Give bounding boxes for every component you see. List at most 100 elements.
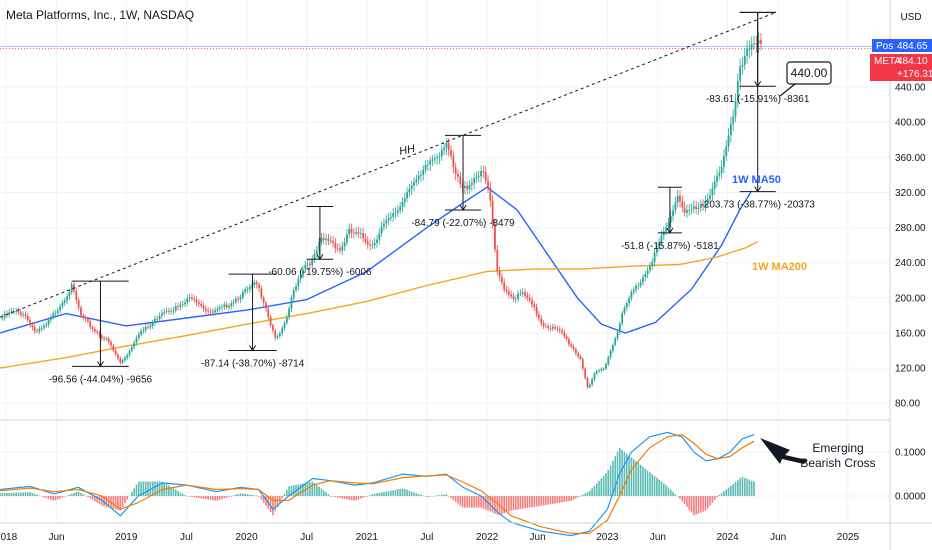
macd-histogram-bar: [70, 493, 73, 497]
candle-body: [433, 158, 436, 160]
candle-body: [491, 200, 494, 224]
macd-histogram-bar: [230, 496, 233, 497]
macd-histogram-bar: [22, 492, 24, 497]
candle-body: [535, 307, 538, 315]
candle-body: [318, 242, 321, 251]
last-badge-ticker: META: [874, 56, 901, 67]
macd-histogram-bar: [0, 493, 1, 497]
chart-title: Meta Platforms, Inc., 1W, NASDAQ: [6, 8, 195, 22]
candle-body: [570, 344, 573, 347]
macd-histogram-bar: [61, 496, 64, 498]
macd-histogram-bar: [582, 494, 584, 497]
candle-body: [82, 315, 85, 318]
macd-histogram-bar: [174, 489, 177, 497]
candle-body: [200, 303, 203, 306]
candle-body: [690, 208, 693, 210]
macd-histogram-bar: [635, 461, 637, 497]
macd-histogram-bar: [695, 496, 697, 515]
candle-body: [760, 40, 762, 44]
candle-body: [482, 171, 485, 173]
candle-body: [443, 147, 445, 150]
candle-body: [75, 290, 78, 301]
macd-histogram-bar: [753, 481, 755, 497]
candle-body: [86, 318, 89, 322]
candle-body: [538, 314, 540, 319]
currency-label: USD: [900, 12, 921, 23]
macd-histogram-bar: [77, 491, 80, 497]
macd-histogram-bar: [471, 496, 473, 508]
ma200-label: 1W MA200: [752, 261, 807, 273]
candle-body: [750, 44, 753, 49]
macd-histogram-bar: [399, 488, 401, 497]
macd-histogram-bar: [15, 492, 17, 497]
macd-histogram-bar: [658, 479, 660, 497]
macd-histogram-bar: [299, 483, 302, 497]
macd-histogram-bar: [614, 456, 617, 497]
candle-body: [547, 326, 550, 329]
candle-body: [699, 205, 702, 209]
macd-histogram-bar: [225, 496, 228, 498]
candle-body: [22, 314, 25, 316]
candle-body: [440, 149, 443, 157]
candle-body: [723, 155, 725, 167]
candle-body: [568, 339, 570, 345]
candle-body: [579, 356, 582, 360]
candle-body: [235, 298, 237, 303]
candle-body: [743, 55, 746, 65]
candle-body: [36, 331, 38, 332]
macd-histogram-bar: [179, 492, 182, 497]
macd-histogram-bar: [184, 495, 186, 497]
macd-histogram-bar: [727, 487, 730, 497]
macd-histogram-bar: [434, 495, 436, 497]
macd-histogram-bar: [491, 496, 494, 513]
candle-body: [669, 216, 672, 223]
candle-body: [154, 318, 156, 323]
candle-body: [572, 346, 575, 350]
candle-body: [343, 242, 346, 247]
candle-body: [755, 43, 758, 45]
macd-histogram-bar: [205, 496, 207, 500]
x-tick-label: Jun: [530, 532, 546, 543]
candle-body: [445, 142, 448, 148]
macd-histogram-bar: [713, 496, 716, 501]
macd-y-tick-label: 0.0000: [895, 492, 926, 503]
macd-histogram-bar: [436, 495, 438, 497]
candle-body: [8, 312, 11, 315]
macd-histogram-bar: [669, 489, 672, 497]
callout-line1: Emerging: [812, 441, 863, 455]
macd-histogram-bar: [378, 492, 381, 497]
macd-histogram-bar: [422, 495, 425, 497]
candle-body: [605, 364, 607, 369]
candle-body: [230, 303, 233, 307]
macd-histogram-bar: [390, 490, 392, 497]
macd-histogram-bar: [542, 496, 545, 506]
macd-histogram-bar: [734, 482, 737, 497]
candle-body: [373, 242, 376, 246]
candle-body: [727, 135, 730, 147]
candle-body: [38, 328, 41, 332]
candle-body: [653, 252, 656, 262]
candle-body: [623, 307, 626, 314]
macd-histogram-bar: [545, 496, 547, 505]
candle-body: [429, 160, 432, 165]
macd-histogram-bar: [420, 494, 422, 497]
candle-body: [618, 323, 621, 332]
macd-histogram-bar: [198, 496, 200, 499]
macd-histogram-bar: [207, 496, 209, 500]
candle-body: [452, 155, 455, 168]
candle-body: [56, 310, 59, 314]
candle-body: [350, 228, 353, 233]
candle-body: [586, 377, 589, 388]
macd-histogram-bar: [616, 451, 619, 497]
y-tick-label: 160.00: [895, 328, 926, 339]
macd-histogram-bar: [128, 495, 131, 497]
macd-histogram-bar: [392, 490, 394, 497]
y-tick-label: 400.00: [895, 118, 926, 129]
candle-body: [191, 297, 193, 299]
candle-body: [720, 166, 723, 173]
candle-body: [98, 332, 101, 336]
macd-histogram-bar: [690, 496, 693, 513]
macd-histogram-bar: [165, 484, 168, 497]
candle-body: [47, 320, 50, 325]
